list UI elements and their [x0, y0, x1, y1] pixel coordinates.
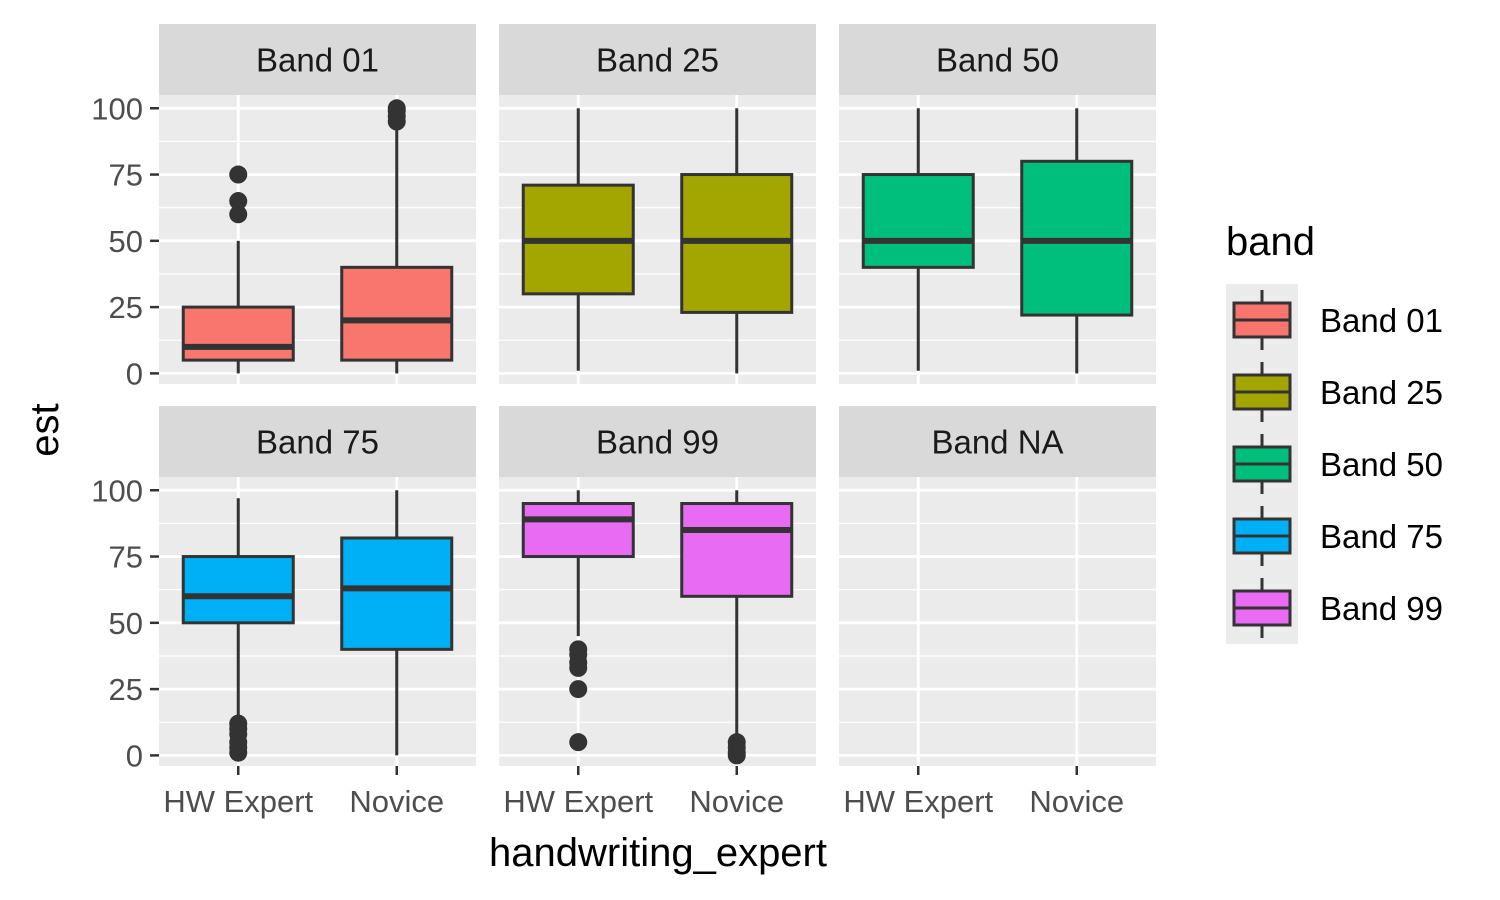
box-band-99-hw-expert: [521, 490, 635, 752]
facet-strip-label: Band 75: [256, 424, 379, 461]
legend-item-band-50: Band 50: [1232, 434, 1443, 494]
y-tick-label: 100: [91, 473, 143, 508]
y-tick-label: 0: [126, 738, 143, 773]
x-tick-label: Novice: [689, 784, 784, 819]
outlier-point: [229, 192, 248, 211]
y-tick-label: 25: [109, 672, 143, 707]
legend-label: Band 50: [1320, 446, 1443, 483]
outlier-point: [387, 99, 406, 118]
facet-panel-band-99: Band 99 HW Expert Novice: [499, 406, 816, 819]
outlier-point: [229, 165, 248, 184]
legend-label: Band 99: [1320, 590, 1443, 627]
box-iqr: [181, 305, 295, 362]
x-tick-label: Novice: [1029, 784, 1124, 819]
box-iqr: [680, 502, 794, 598]
box-band-75-hw-expert: [181, 498, 295, 762]
facet-strip-label: Band NA: [931, 424, 1063, 461]
facet-strip-label: Band 50: [936, 42, 1059, 79]
legend-item-band-99: Band 99: [1232, 578, 1443, 638]
y-axis-title: est: [23, 403, 67, 456]
legend-title: band: [1226, 220, 1315, 264]
box-iqr: [861, 173, 975, 269]
box-band-25-novice: [680, 108, 794, 374]
box-band-75-novice: [340, 490, 454, 756]
y-tick-label: 0: [126, 356, 143, 391]
facet-panel-band-na: Band NA HW Expert Novice: [839, 406, 1156, 819]
facet-strip: [499, 24, 816, 95]
y-tick-label: 50: [109, 606, 143, 641]
facet-panel-band-25: Band 25: [499, 24, 816, 384]
facet-panel-band-50: Band 50: [839, 24, 1156, 384]
x-tick-label: HW Expert: [843, 784, 993, 819]
box-band-99-novice: [680, 490, 794, 765]
box-band-50-novice: [1020, 108, 1134, 374]
box-iqr: [521, 502, 635, 559]
outlier-point: [727, 733, 746, 752]
facet-panel-band-01: Band 01 0 25 50 75 100: [91, 24, 476, 391]
box-iqr: [340, 536, 454, 651]
outlier-point: [229, 205, 248, 224]
outlier-point: [569, 733, 588, 752]
legend-item-band-75: Band 75: [1232, 506, 1443, 566]
facet-strip: [839, 406, 1156, 477]
facet-strip: [159, 24, 476, 95]
y-tick-label: 75: [109, 158, 143, 193]
x-tick-label: Novice: [349, 784, 444, 819]
outlier-point: [229, 714, 248, 733]
legend-item-band-25: Band 25: [1232, 362, 1443, 422]
y-tick-label: 25: [109, 290, 143, 325]
facet-strip-label: Band 25: [596, 42, 719, 79]
x-tick-label: HW Expert: [163, 784, 313, 819]
box-band-01-hw-expert: [181, 165, 295, 374]
outlier-point: [569, 680, 588, 699]
box-band-50-hw-expert: [861, 108, 975, 371]
x-axis-title: handwriting_expert: [489, 831, 827, 875]
legend-label: Band 25: [1320, 374, 1443, 411]
box-iqr: [340, 265, 454, 362]
facet-strip: [839, 24, 1156, 95]
x-tick-label: HW Expert: [503, 784, 653, 819]
legend-label: Band 01: [1320, 302, 1443, 339]
y-tick-label: 75: [109, 540, 143, 575]
facet-strip-label: Band 99: [596, 424, 719, 461]
facet-strip-label: Band 01: [256, 42, 379, 79]
legend-label: Band 75: [1320, 518, 1443, 555]
facet-strip: [499, 406, 816, 477]
box-band-01-novice: [340, 99, 454, 374]
y-tick-label: 100: [91, 91, 143, 126]
box-band-25-hw-expert: [521, 108, 635, 371]
y-tick-label: 50: [109, 224, 143, 259]
box-iqr: [181, 555, 295, 625]
facet-panels: Band 01 0 25 50 75 100 Band 25 Band 50 Band 75 0 2…: [91, 24, 1156, 819]
legend-item-band-01: Band 01: [1232, 290, 1443, 350]
outlier-point: [569, 640, 588, 659]
legend: band Band 01 Band 25 Band 50 Band 75 Band 99: [1226, 220, 1443, 644]
facet-strip: [159, 406, 476, 477]
facet-panel-band-75: Band 75 0 25 50 75 100 HW Expert Novice: [91, 406, 476, 819]
